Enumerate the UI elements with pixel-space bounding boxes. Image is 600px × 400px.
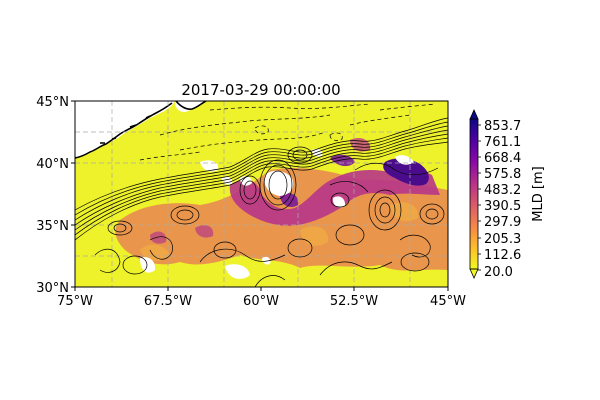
x-tick-label: 67.5°W (144, 294, 192, 309)
y-tick-label: 40°N (36, 157, 69, 172)
y-tick-label: 30°N (36, 281, 69, 296)
x-tick-label: 52.5°W (330, 294, 378, 309)
map-area (75, 101, 448, 287)
mld-field-max (383, 158, 429, 186)
colorbar-tick-label: 668.4 (484, 151, 521, 166)
y-tick-label: 35°N (36, 219, 69, 234)
colorbar-tick-label: 205.3 (484, 232, 521, 247)
colorbar-tick-label: 483.2 (484, 183, 521, 198)
colorbar-tick-label: 297.9 (484, 215, 521, 230)
coastline-dashes (100, 115, 151, 144)
mld-field-deep (280, 154, 355, 207)
colorbar-extend-bottom (469, 268, 479, 279)
map-title: 2017-03-29 00:00:00 (181, 81, 340, 99)
colorbar: 853.7 761.1 668.4 575.8 483.2 390.5 297.… (469, 109, 546, 280)
y-tick-label: 45°N (36, 95, 69, 110)
colorbar-tick-label: 575.8 (484, 167, 521, 182)
x-tick-label: 60°W (243, 294, 279, 309)
colorbar-tick-label: 853.7 (484, 119, 521, 134)
y-axis: 30°N 35°N 40°N 45°N (36, 95, 75, 296)
ssh-contours-negative (139, 103, 436, 161)
x-tick-label: 45°W (430, 294, 466, 309)
colorbar-tick-label: 20.0 (484, 265, 513, 280)
colorbar-tick-label: 112.6 (484, 248, 521, 263)
ssh-contours-gulf-stream (75, 117, 448, 241)
colorbar-label: MLD [m] (531, 166, 546, 221)
colorbar-gradient (470, 119, 478, 269)
land-nova-scotia (175, 101, 205, 112)
colorbar-tick-label: 761.1 (484, 135, 521, 150)
colorbar-extend-top (469, 109, 479, 120)
x-axis: 75°W 67.5°W 60°W 52.5°W 45°W (57, 287, 466, 309)
x-tick-label: 75°W (57, 294, 93, 309)
colorbar-tick-label: 390.5 (484, 199, 521, 214)
coastline (75, 101, 207, 159)
ssh-contours-eddies (94, 146, 445, 287)
